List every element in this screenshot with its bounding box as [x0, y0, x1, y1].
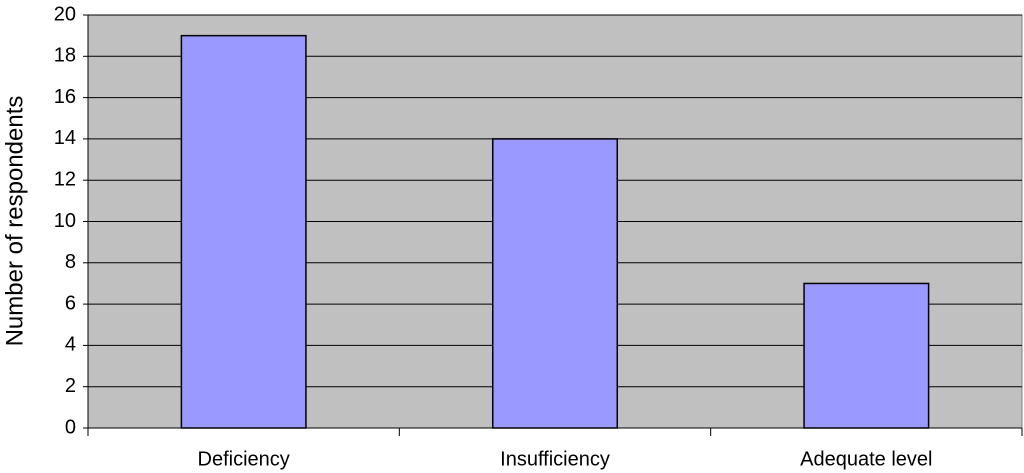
- y-tick-label: 16: [54, 86, 76, 108]
- y-tick-label: 12: [54, 168, 76, 190]
- y-tick-label: 2: [65, 375, 76, 397]
- bar: [803, 282, 930, 429]
- bar: [180, 34, 307, 429]
- x-tick-label: Adequate level: [800, 448, 932, 470]
- y-tick-label: 8: [65, 251, 76, 273]
- y-axis-label: Number of respondents: [1, 96, 28, 347]
- y-tick-label: 20: [54, 3, 76, 25]
- y-tick-label: 10: [54, 210, 76, 232]
- bar: [491, 138, 619, 429]
- x-tick-label: Deficiency: [198, 448, 290, 470]
- y-tick-label: 18: [54, 45, 76, 67]
- y-tick-label: 0: [65, 416, 76, 438]
- y-tick-label: 4: [65, 334, 76, 356]
- y-tick-label: 6: [65, 292, 76, 314]
- x-tick-label: Insufficiency: [500, 448, 610, 470]
- y-tick-label: 14: [54, 127, 76, 149]
